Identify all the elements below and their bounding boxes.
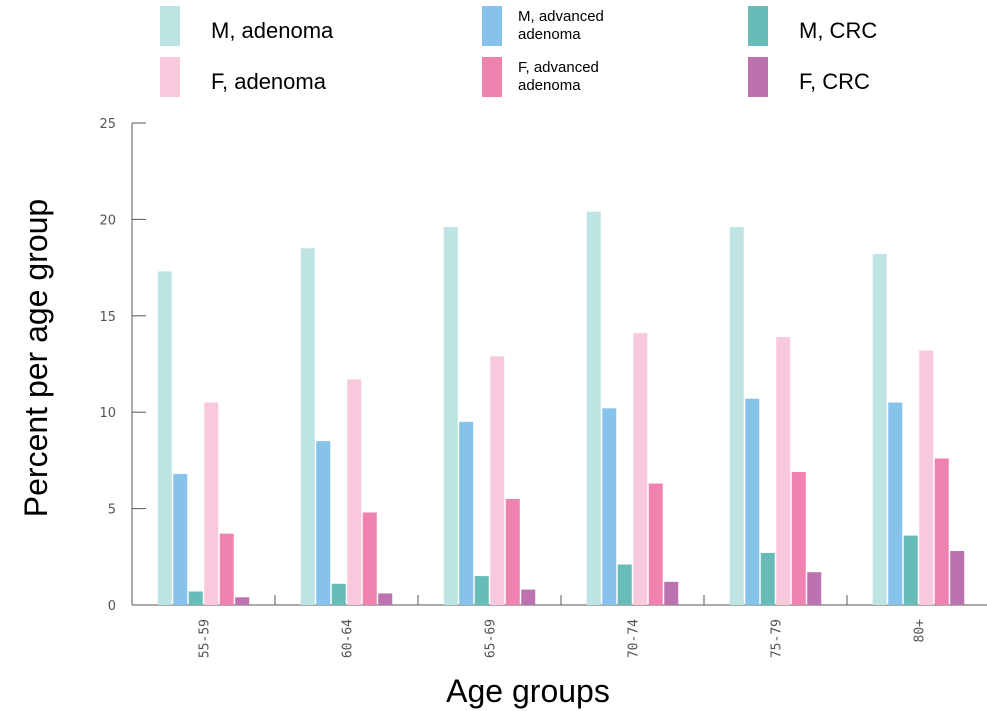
legend-swatch [482,57,502,97]
y-tick-label: 25 [99,117,116,132]
legend-swatch [748,6,768,46]
bar-m-advanced-adenoma-80 [888,402,903,605]
y-tick-label: 15 [99,310,116,325]
x-tick-label: 70-74 [627,619,642,658]
bar-m-advanced-adenoma-65-69 [459,421,474,605]
bar-m-adenoma-65-69 [443,227,458,606]
bar-f-advanced-adenoma-60-64 [362,512,377,605]
bar-m-adenoma-55-59 [157,271,172,605]
legend-item-f-crc: F, CRC [748,57,870,97]
legend-label: M, CRC [799,18,877,43]
legend: M, adenoma M, advanced adenoma M, CRC F, ade… [160,6,877,97]
bar-m-adenoma-75-79 [729,227,744,606]
legend-item-f-adenoma: F, adenoma [160,57,327,97]
y-tick-label: 0 [108,599,116,614]
bar-f-advanced-adenoma-80 [934,458,949,605]
y-axis-title: Percent per age group [18,199,54,517]
legend-label: F, adenoma [211,69,327,94]
y-tick-label: 5 [108,503,116,518]
bar-m-crc-65-69 [474,576,489,605]
y-tick-label: 20 [99,213,116,228]
bar-f-advanced-adenoma-55-59 [219,533,234,605]
legend-item-f-advanced-adenoma: F, advanced adenoma [482,57,599,97]
legend-swatch [160,57,180,97]
legend-swatch [748,57,768,97]
legend-swatch [160,6,180,46]
x-axis-title: Age groups [446,673,610,709]
bar-f-adenoma-75-79 [776,337,791,605]
bar-f-adenoma-60-64 [347,379,362,605]
bar-m-advanced-adenoma-60-64 [316,441,331,605]
x-axis: 55-59 60-64 65-69 70-74 75-79 80+ [132,595,987,658]
bar-f-adenoma-65-69 [490,356,505,605]
bar-m-crc-75-79 [760,552,775,605]
bar-m-adenoma-70-74 [586,211,601,605]
bar-m-advanced-adenoma-55-59 [173,473,188,605]
bar-f-crc-55-59 [235,597,250,605]
bar-m-advanced-adenoma-70-74 [602,408,617,605]
bars [157,211,965,606]
legend-item-m-crc: M, CRC [748,6,877,46]
bar-f-crc-80 [950,551,965,605]
x-tick-label: 75-79 [770,619,785,658]
bar-f-advanced-adenoma-75-79 [791,471,806,605]
bar-f-advanced-adenoma-65-69 [505,498,520,605]
x-tick-label: 55-59 [198,619,213,658]
bar-m-crc-60-64 [331,583,346,605]
x-tick-label: 80+ [913,619,928,643]
legend-label: F, CRC [799,69,870,94]
legend-swatch [482,6,502,46]
bar-m-adenoma-80 [872,254,887,605]
y-axis: 0 5 10 15 20 25 [99,117,146,614]
legend-label: F, advanced adenoma [518,59,599,94]
bar-m-advanced-adenoma-75-79 [745,398,760,605]
legend-item-m-adenoma: M, adenoma [160,6,334,46]
bar-f-advanced-adenoma-70-74 [648,483,663,605]
legend-label: M, adenoma [211,18,334,43]
bar-m-crc-55-59 [188,591,203,605]
x-tick-label: 65-69 [484,619,499,658]
bar-f-crc-60-64 [378,593,393,605]
bar-f-adenoma-70-74 [633,333,648,605]
bar-f-adenoma-55-59 [204,402,219,605]
y-tick-label: 10 [99,406,116,421]
x-tick-label: 60-64 [341,619,356,658]
bar-f-adenoma-80 [919,350,934,605]
bar-m-crc-80 [903,535,918,605]
bar-m-adenoma-60-64 [300,248,315,605]
legend-label: M, advanced adenoma [518,8,604,43]
bar-m-crc-70-74 [617,564,632,605]
legend-item-m-advanced-adenoma: M, advanced adenoma [482,6,604,46]
bar-f-crc-75-79 [807,572,822,605]
bar-f-crc-65-69 [521,589,536,605]
bar-f-crc-70-74 [664,581,679,605]
